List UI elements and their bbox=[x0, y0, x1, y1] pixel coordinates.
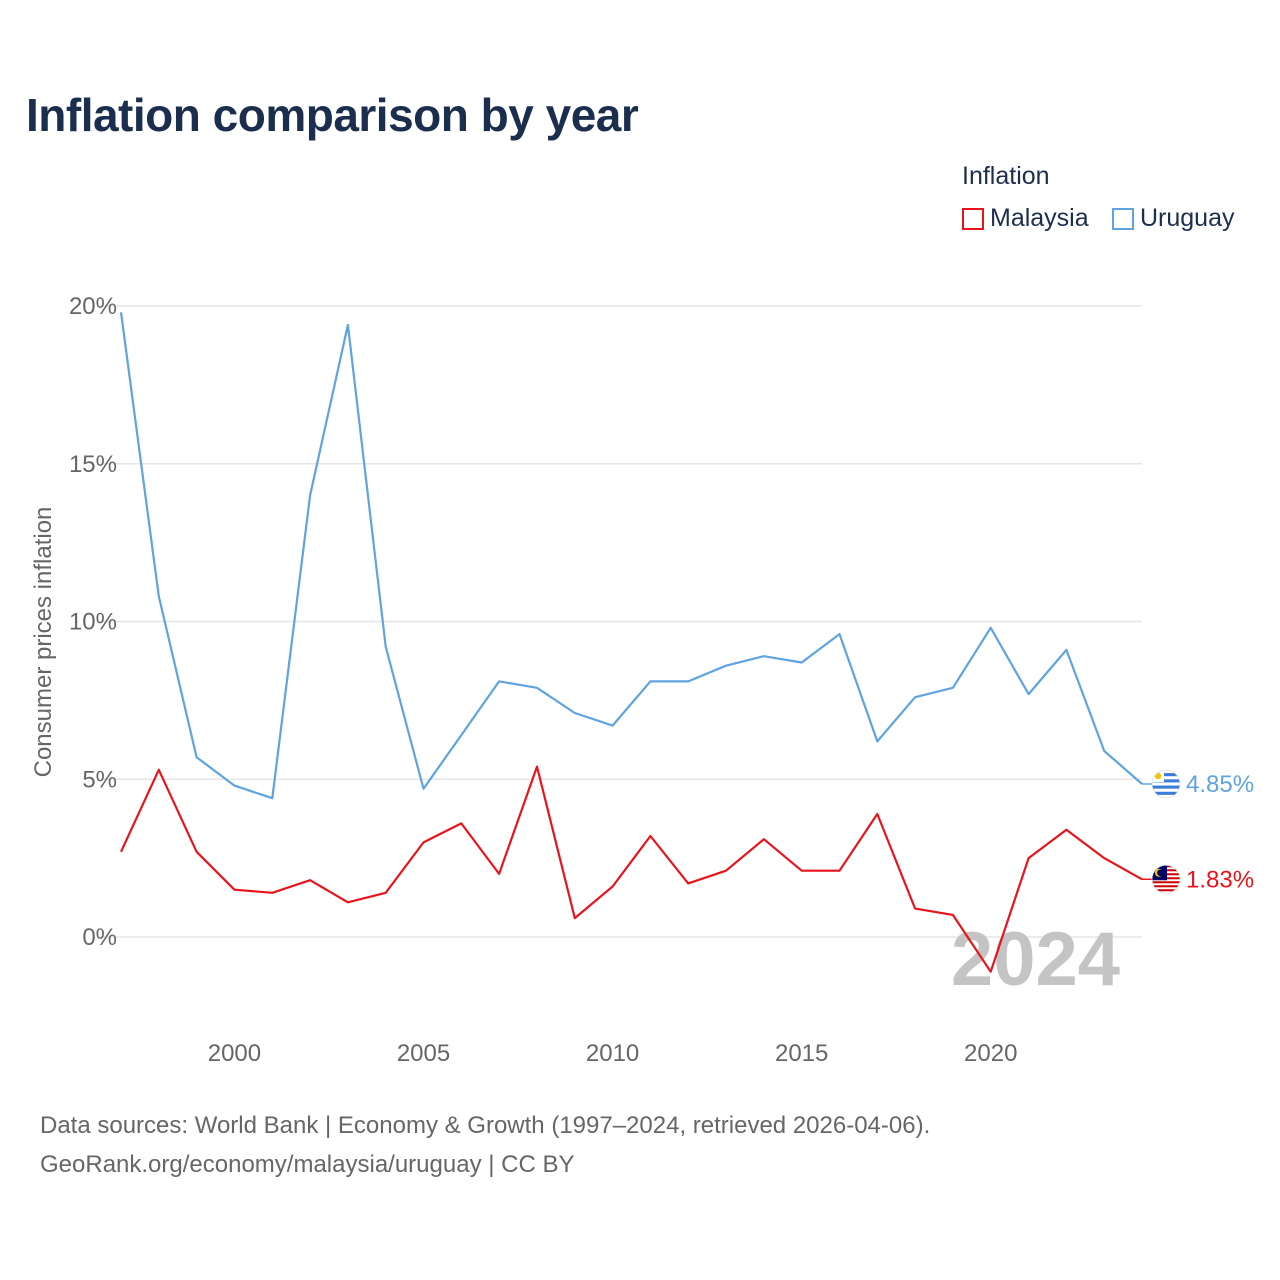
flag-icon-uruguay bbox=[1142, 769, 1181, 799]
series-line-uruguay[interactable] bbox=[119, 312, 1143, 800]
y-tick-label: 0% bbox=[82, 924, 117, 951]
source-line-2: GeoRank.org/economy/malaysia/uruguay | C… bbox=[40, 1151, 575, 1178]
legend-item-uruguay[interactable]: Uruguay bbox=[1112, 204, 1235, 233]
y-axis-label: Consumer prices inflation bbox=[30, 507, 57, 778]
source-line-1: Data sources: World Bank | Economy & Gro… bbox=[40, 1112, 931, 1139]
x-tick-label: 2005 bbox=[397, 1040, 450, 1067]
source-note: Data sources: World Bank | Economy & Gro… bbox=[40, 1106, 930, 1184]
y-tick-label: 15% bbox=[69, 451, 117, 478]
legend-item-malaysia[interactable]: Malaysia bbox=[962, 204, 1089, 233]
series-line-malaysia[interactable] bbox=[120, 765, 1143, 973]
x-axis-ticks: 2000 2005 2010 2015 2020 bbox=[208, 1040, 1018, 1067]
x-tick-label: 2015 bbox=[775, 1040, 828, 1067]
legend-swatch-malaysia bbox=[962, 207, 984, 230]
y-axis-ticks: 0% 5% 10% 15% 20% bbox=[69, 293, 117, 951]
x-tick-label: 2010 bbox=[586, 1040, 639, 1067]
x-tick-label: 2020 bbox=[964, 1040, 1017, 1067]
legend-title: Inflation bbox=[962, 162, 1050, 190]
legend-label-uruguay: Uruguay bbox=[1140, 204, 1235, 232]
series-lines bbox=[119, 312, 1143, 973]
grid-lines bbox=[100, 305, 1142, 938]
legend-swatch-uruguay bbox=[1112, 207, 1134, 230]
x-tick-label: 2000 bbox=[208, 1040, 261, 1067]
end-markers: 4.85% 1.83% bbox=[1142, 769, 1254, 894]
year-watermark: 2024 bbox=[951, 917, 1120, 1002]
y-tick-label: 10% bbox=[69, 609, 117, 636]
end-value-label-malaysia: 1.83% bbox=[1186, 866, 1254, 893]
end-value-label-uruguay: 4.85% bbox=[1186, 771, 1254, 798]
flag-icon-malaysia bbox=[1142, 864, 1181, 894]
y-tick-label: 5% bbox=[82, 766, 117, 793]
y-tick-label: 20% bbox=[69, 293, 117, 320]
legend-label-malaysia: Malaysia bbox=[990, 204, 1089, 232]
chart-title: Inflation comparison by year bbox=[26, 89, 639, 141]
